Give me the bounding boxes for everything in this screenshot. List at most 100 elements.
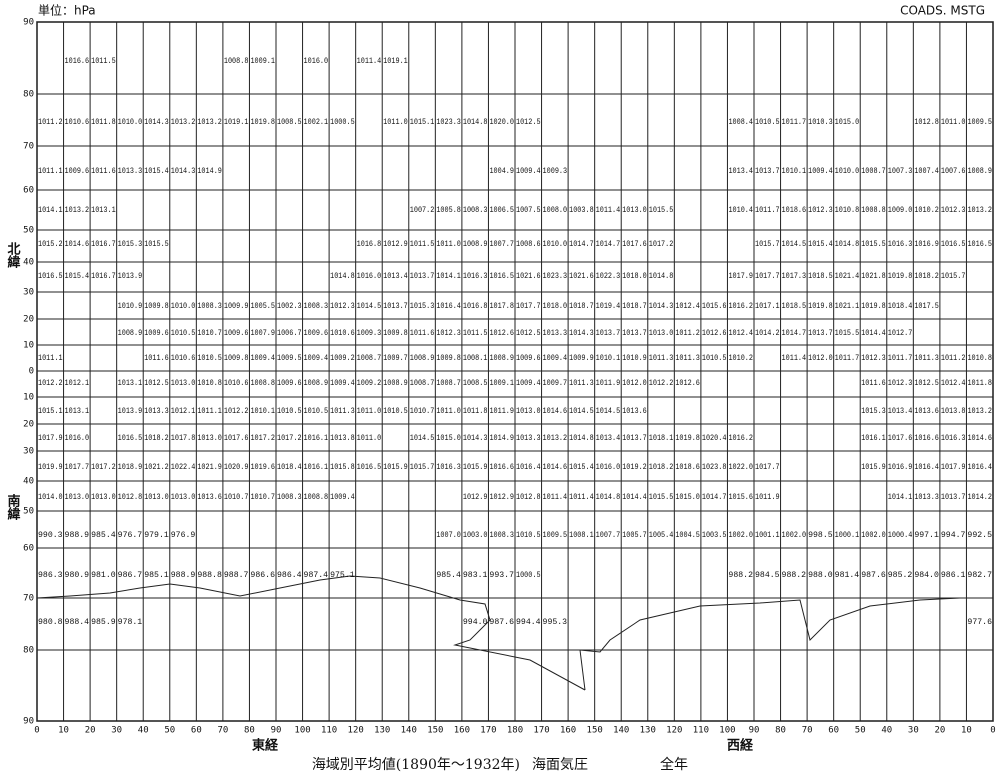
pressure-value: 1010.4 bbox=[728, 206, 753, 215]
pressure-value: 1008.9 bbox=[383, 379, 408, 388]
pressure-value: 1008.8 bbox=[861, 206, 886, 215]
pressure-value: 1014.5 bbox=[569, 407, 594, 416]
pressure-value: 1013.4 bbox=[888, 407, 913, 416]
pressure-value: 984.0 bbox=[914, 571, 939, 580]
pressure-value: 1002.3 bbox=[277, 302, 302, 311]
pressure-value: 1010.5 bbox=[304, 407, 329, 416]
pressure-value: 1018.0 bbox=[543, 302, 568, 311]
pressure-value: 1010.5 bbox=[516, 531, 541, 540]
pressure-value: 1012.5 bbox=[914, 379, 939, 388]
pressure-value: 1009.4 bbox=[330, 493, 355, 502]
pressure-value: 1008.3 bbox=[277, 493, 302, 502]
pressure-value: 1007.3 bbox=[888, 167, 913, 176]
pressure-value: 1014.5 bbox=[782, 240, 807, 249]
pressure-value: 977.6 bbox=[967, 618, 992, 627]
pressure-value: 979.1 bbox=[144, 531, 169, 540]
pressure-value: 1014.1 bbox=[38, 206, 63, 215]
pressure-value: 1006.5 bbox=[489, 206, 514, 215]
pressure-value: 982.7 bbox=[967, 571, 992, 580]
pressure-value: 1010.7 bbox=[250, 493, 275, 502]
pressure-value: 1015.4 bbox=[65, 272, 90, 281]
pressure-value: 1012.9 bbox=[383, 240, 408, 249]
pressure-value: 1018.5 bbox=[808, 272, 833, 281]
pressure-value: 1014.9 bbox=[489, 434, 514, 443]
pressure-value: 1010.5 bbox=[755, 118, 780, 127]
longitude-label: 70 bbox=[217, 726, 228, 736]
pressure-value: 1010.5 bbox=[702, 354, 727, 363]
pressure-value: 988.9 bbox=[65, 531, 90, 540]
pressure-value: 1016.6 bbox=[489, 463, 514, 472]
pressure-value: 1004.9 bbox=[489, 167, 514, 176]
pressure-value: 1017.2 bbox=[250, 434, 275, 443]
pressure-value: 1009.6 bbox=[277, 379, 302, 388]
pressure-value: 1008.3 bbox=[463, 206, 488, 215]
pressure-value: 1016.1 bbox=[304, 434, 329, 443]
pressure-value: 1010.5 bbox=[197, 354, 222, 363]
pressure-value: 1010.3 bbox=[808, 118, 833, 127]
pressure-value: 985.9 bbox=[91, 618, 116, 627]
pressure-value: 986.4 bbox=[277, 571, 302, 580]
pressure-value: 1008.9 bbox=[304, 379, 329, 388]
pressure-value: 1010.0 bbox=[118, 118, 143, 127]
pressure-value: 1011.6 bbox=[144, 354, 169, 363]
longitude-label: 70 bbox=[802, 726, 813, 736]
pressure-value: 990.3 bbox=[38, 531, 63, 540]
pressure-value: 980.9 bbox=[65, 571, 90, 580]
pressure-value: 1011.2 bbox=[38, 118, 63, 127]
pressure-value: 1011.7 bbox=[835, 354, 860, 363]
pressure-value: 997.1 bbox=[914, 531, 939, 540]
latitude-label: 50 bbox=[23, 507, 34, 517]
pressure-value: 1011.6 bbox=[91, 167, 116, 176]
pressure-value: 1013.0 bbox=[144, 493, 169, 502]
pressure-value: 1010.8 bbox=[967, 354, 992, 363]
pressure-value: 988.9 bbox=[171, 571, 196, 580]
pressure-value: 1015.7 bbox=[755, 240, 780, 249]
pressure-value: 987.6 bbox=[861, 571, 886, 580]
longitude-label: 20 bbox=[934, 726, 945, 736]
pressure-value: 1016.4 bbox=[516, 463, 541, 472]
pressure-value: 1009.5 bbox=[543, 531, 568, 540]
pressure-value: 1013.2 bbox=[967, 407, 992, 416]
pressure-value: 1016.5 bbox=[357, 463, 382, 472]
pressure-value: 1011.3 bbox=[675, 354, 700, 363]
pressure-value: 1014.9 bbox=[197, 167, 222, 176]
west-longitude-label: 西経 bbox=[727, 738, 754, 754]
pressure-value: 1017.7 bbox=[516, 302, 541, 311]
pressure-value: 1015.1 bbox=[38, 407, 63, 416]
pressure-value: 1014.8 bbox=[835, 240, 860, 249]
pressure-value: 1012.0 bbox=[622, 379, 647, 388]
pressure-value: 1020.9 bbox=[224, 463, 249, 472]
pressure-value: 1021.9 bbox=[197, 463, 222, 472]
pressure-value: 1003.0 bbox=[463, 531, 488, 540]
pressure-value: 1010.6 bbox=[224, 379, 249, 388]
pressure-value: 1009.2 bbox=[357, 379, 382, 388]
pressure-value: 1012.3 bbox=[888, 379, 913, 388]
pressure-value: 986.7 bbox=[118, 571, 143, 580]
pressure-value: 1008.1 bbox=[569, 531, 594, 540]
pressure-value: 1010.0 bbox=[171, 302, 196, 311]
longitude-label: 110 bbox=[693, 726, 709, 736]
pressure-value: 1017.2 bbox=[91, 463, 116, 472]
pressure-value: 993.7 bbox=[489, 571, 514, 580]
pressure-value: 1015.4 bbox=[569, 463, 594, 472]
pressure-value: 1013.2 bbox=[197, 118, 222, 127]
pressure-value: 994.7 bbox=[941, 531, 966, 540]
pressure-value: 1013.7 bbox=[596, 329, 621, 338]
pressure-value: 1015.5 bbox=[835, 329, 860, 338]
pressure-value: 1007.7 bbox=[596, 531, 621, 540]
pressure-value: 1017.9 bbox=[941, 463, 966, 472]
pressure-value: 1020.4 bbox=[702, 434, 727, 443]
pressure-value: 1008.7 bbox=[436, 379, 461, 388]
pressure-value: 1018.7 bbox=[569, 302, 594, 311]
longitude-label: 60 bbox=[191, 726, 202, 736]
pressure-value: 1010.6 bbox=[330, 329, 355, 338]
latitude-label: 90 bbox=[23, 18, 34, 28]
pressure-value: 1016.2 bbox=[728, 302, 753, 311]
pressure-value: 1011.0 bbox=[941, 118, 966, 127]
pressure-value: 1013.1 bbox=[91, 206, 116, 215]
pressure-value: 987.4 bbox=[304, 571, 329, 580]
pressure-value: 1008.8 bbox=[250, 379, 275, 388]
pressure-value: 1015.5 bbox=[649, 206, 674, 215]
pressure-value: 988.7 bbox=[224, 571, 249, 580]
pressure-value: 1010.0 bbox=[543, 240, 568, 249]
